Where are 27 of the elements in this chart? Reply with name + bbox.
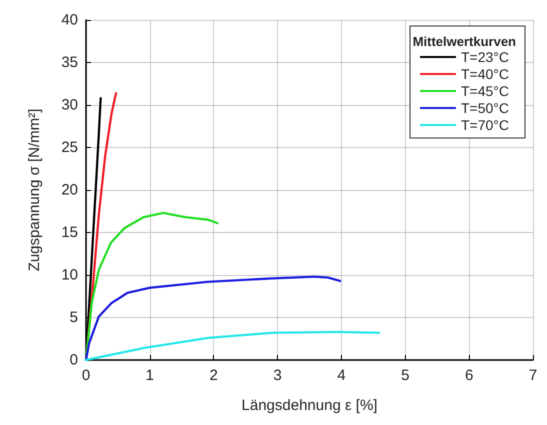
y-tick-label: 25 — [61, 139, 78, 156]
y-tick-label: 5 — [70, 309, 78, 326]
y-tick-label: 15 — [61, 224, 78, 241]
y-axis-title: Zugspannung σ [N/mm²] — [26, 108, 43, 272]
x-axis-title: Längsdehnung ε [%] — [242, 397, 378, 414]
x-tick-label: 5 — [401, 367, 410, 384]
x-tick-label: 1 — [146, 367, 154, 384]
x-tick-label: 4 — [337, 367, 346, 384]
x-tick-label: 6 — [464, 367, 474, 384]
legend-title: Mittelwertkurven — [412, 34, 516, 49]
legend-label: T=40°C — [460, 66, 510, 82]
x-tick-label: 0 — [82, 367, 90, 384]
x-tick-label: 2 — [210, 367, 218, 384]
y-tick-label: 0 — [70, 352, 78, 368]
y-tick-label: 35 — [61, 54, 78, 71]
legend-label: T=50°C — [460, 100, 510, 116]
y-tick-label: 20 — [61, 182, 78, 198]
y-tick-label: 40 — [61, 12, 78, 28]
legend-label: T=23°C — [460, 49, 510, 65]
y-tick-label: 30 — [61, 96, 78, 114]
line-series — [84, 330, 380, 362]
x-tick-label: 7 — [528, 367, 538, 384]
line-series — [84, 276, 342, 362]
x-tick-label: 3 — [273, 367, 282, 384]
legend-label: T=70°C — [460, 117, 510, 133]
legend-label: T=45°C — [460, 83, 510, 99]
y-tick-label: 10 — [61, 266, 78, 284]
